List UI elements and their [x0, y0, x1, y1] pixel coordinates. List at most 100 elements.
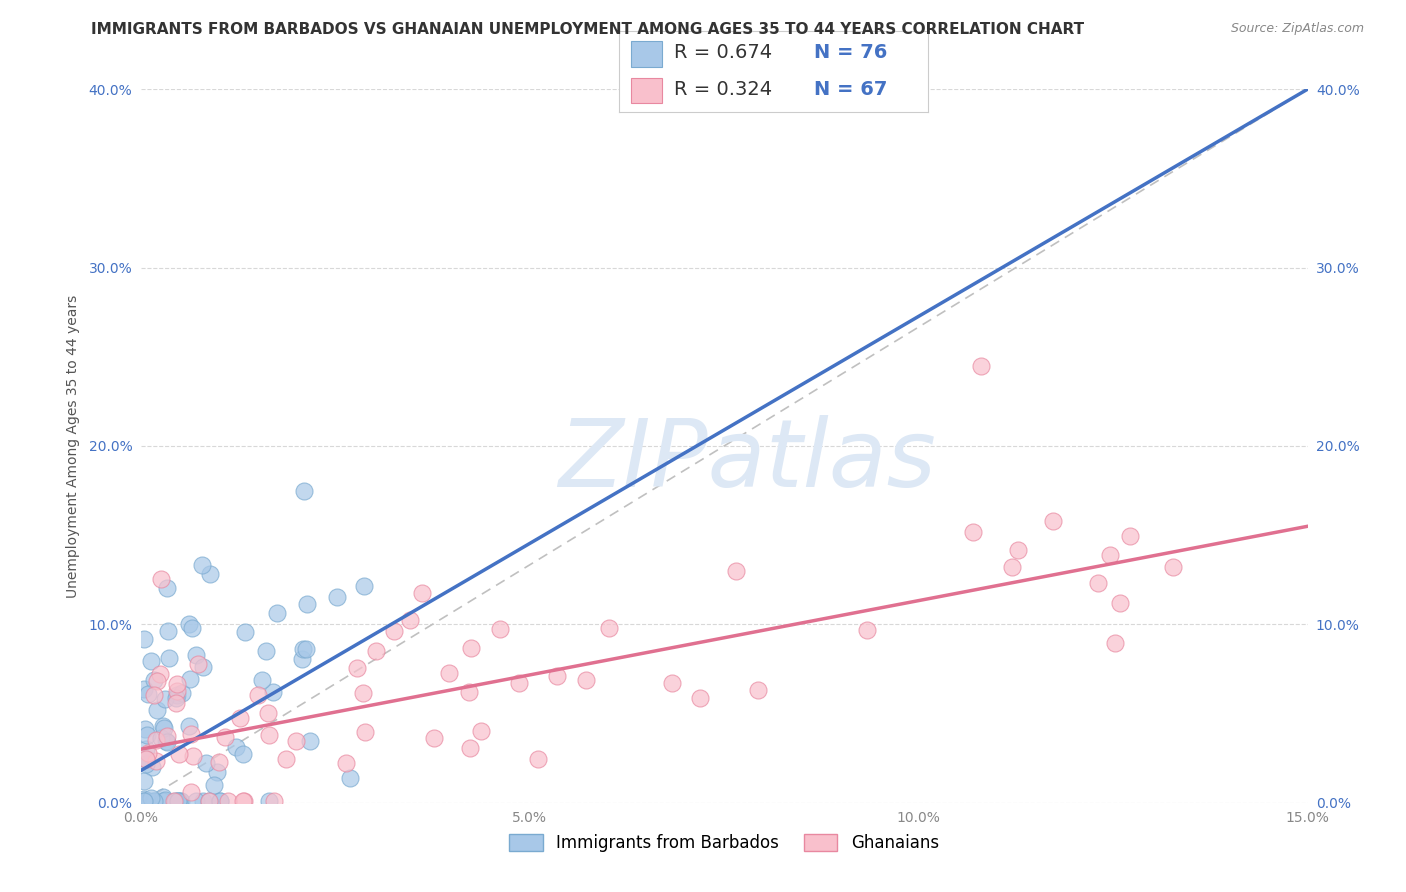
Point [205, 764, 228, 779]
Point [423, 731, 446, 745]
Point [214, 731, 236, 745]
Point [292, 483, 315, 498]
Point [191, 558, 214, 572]
Point [263, 794, 285, 808]
Point [135, 751, 157, 765]
Point [1108, 596, 1130, 610]
Point [217, 794, 239, 808]
Point [382, 624, 405, 638]
Point [145, 703, 167, 717]
Point [598, 622, 620, 636]
Point [134, 794, 156, 808]
Point [135, 752, 157, 766]
Point [179, 719, 201, 733]
Point [134, 722, 156, 736]
Point [257, 728, 280, 742]
Y-axis label: Unemployment Among Ages 35 to 44 years: Unemployment Among Ages 35 to 44 years [66, 294, 80, 598]
Point [292, 641, 315, 656]
Point [136, 728, 159, 742]
Point [166, 794, 188, 808]
Point [354, 724, 377, 739]
Point [411, 586, 433, 600]
Point [180, 785, 202, 799]
Point [152, 790, 174, 805]
Point [152, 794, 174, 808]
Point [153, 793, 176, 807]
Point [266, 606, 288, 620]
Point [661, 675, 683, 690]
Point [152, 722, 174, 736]
Point [546, 669, 568, 683]
Point [156, 735, 179, 749]
FancyBboxPatch shape [631, 78, 662, 103]
Point [366, 644, 388, 658]
Text: R = 0.674: R = 0.674 [675, 43, 772, 62]
Point [346, 661, 368, 675]
Point [165, 696, 187, 710]
Point [232, 794, 254, 808]
Point [134, 791, 156, 805]
Point [335, 756, 357, 770]
Point [284, 734, 307, 748]
Point [183, 749, 205, 764]
Point [136, 747, 159, 761]
Point [235, 625, 257, 640]
Point [135, 757, 157, 772]
Point [150, 731, 173, 746]
Point [198, 794, 221, 808]
Point [169, 747, 191, 761]
Point [208, 756, 231, 770]
Point [962, 524, 984, 539]
Point [143, 794, 166, 808]
Text: IMMIGRANTS FROM BARBADOS VS GHANAIAN UNEMPLOYMENT AMONG AGES 35 TO 44 YEARS CORR: IMMIGRANTS FROM BARBADOS VS GHANAIAN UNE… [91, 22, 1084, 37]
Point [574, 673, 596, 687]
Point [162, 794, 184, 808]
Point [1098, 549, 1121, 563]
Point [143, 689, 166, 703]
Point [134, 632, 156, 647]
Point [167, 794, 190, 808]
Point [166, 677, 188, 691]
Point [1104, 636, 1126, 650]
Point [135, 741, 157, 756]
Point [724, 564, 747, 578]
Point [170, 686, 193, 700]
Point [166, 688, 188, 702]
Point [489, 623, 512, 637]
Point [157, 651, 180, 665]
Text: ZIPatlas: ZIPatlas [558, 415, 936, 506]
Point [150, 572, 173, 586]
Point [747, 683, 769, 698]
Point [1000, 560, 1022, 574]
Point [399, 613, 422, 627]
Text: N = 67: N = 67 [814, 80, 887, 99]
Point [200, 567, 222, 582]
Point [195, 756, 218, 771]
Point [167, 794, 190, 808]
Text: R = 0.324: R = 0.324 [675, 80, 772, 99]
Point [169, 794, 191, 808]
Point [326, 590, 349, 604]
Point [856, 623, 879, 637]
Point [298, 734, 321, 748]
Point [257, 794, 280, 808]
Point [152, 719, 174, 733]
Point [209, 794, 232, 808]
Point [177, 616, 200, 631]
Point [295, 597, 318, 611]
Point [149, 667, 172, 681]
Point [352, 686, 374, 700]
Point [180, 727, 202, 741]
Point [262, 684, 284, 698]
Point [437, 665, 460, 680]
Point [689, 690, 711, 705]
Point [233, 794, 256, 808]
Point [145, 732, 167, 747]
Point [257, 706, 280, 720]
Point [186, 648, 208, 662]
Point [470, 724, 492, 739]
Point [353, 579, 375, 593]
Point [225, 739, 247, 754]
Point [153, 691, 176, 706]
Point [142, 673, 165, 688]
